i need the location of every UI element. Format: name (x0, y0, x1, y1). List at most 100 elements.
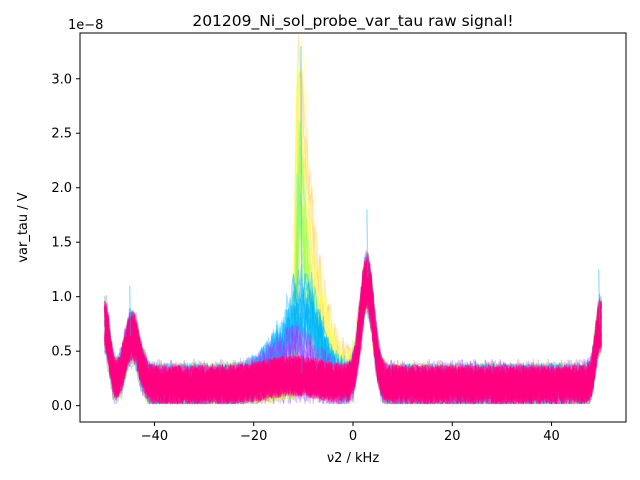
signal-trace (104, 252, 602, 405)
signal-trace (104, 253, 602, 405)
signal-trace (104, 253, 602, 405)
x-tick-label: −40 (141, 429, 168, 444)
signal-trace (104, 173, 602, 405)
signal-trace (104, 254, 602, 405)
plot-traces (104, 34, 602, 405)
signal-trace (104, 261, 602, 405)
signal-trace (104, 256, 602, 405)
signal-trace (104, 277, 602, 405)
signal-trace (104, 252, 602, 405)
signal-trace (104, 265, 602, 405)
signal-trace (104, 192, 602, 405)
signal-trace (104, 68, 602, 405)
signal-trace (104, 34, 602, 405)
signal-trace (104, 234, 602, 405)
signal-trace (104, 281, 602, 405)
signal-trace (104, 70, 602, 405)
x-tick-label: 40 (543, 429, 560, 444)
signal-trace (104, 276, 602, 405)
signal-trace (104, 267, 602, 405)
signal-spike (598, 269, 601, 326)
signal-trace (104, 256, 602, 405)
signal-trace (104, 260, 602, 405)
signal-trace (104, 255, 602, 405)
signal-trace (104, 71, 602, 405)
signal-trace (104, 45, 602, 405)
signal-trace (104, 257, 602, 405)
signal-trace (104, 263, 602, 405)
signal-trace (104, 78, 602, 405)
signal-spike (128, 285, 132, 336)
signal-trace (104, 258, 602, 405)
y-tick-label: 0.0 (51, 399, 72, 414)
signal-trace (104, 99, 602, 405)
signal-trace (104, 145, 602, 405)
y-tick-label: 1.0 (51, 290, 72, 305)
y-tick-label: 2.0 (51, 181, 72, 196)
x-axis: −40 −20 0 20 40 (141, 422, 560, 444)
signal-trace (104, 284, 602, 405)
signal-trace (104, 121, 602, 405)
signal-trace (104, 256, 602, 405)
y-tick-label: 2.5 (51, 127, 72, 142)
signal-trace (104, 258, 602, 405)
signal-trace (104, 263, 602, 405)
y-axis-title: var_tau / V (16, 192, 31, 262)
signal-trace (104, 176, 602, 405)
signal-trace (104, 261, 602, 405)
signal-trace (104, 200, 602, 405)
signal-trace (104, 265, 602, 405)
signal-trace (104, 261, 602, 405)
signal-trace (104, 166, 602, 405)
signal-trace (104, 262, 602, 405)
signal-trace (104, 159, 602, 405)
signal-trace (104, 268, 602, 405)
signal-trace (104, 254, 602, 405)
signal-trace (104, 282, 602, 405)
signal-trace (104, 262, 602, 405)
signal-trace (104, 278, 602, 405)
signal-trace (104, 257, 602, 405)
signal-trace (104, 255, 602, 405)
signal-trace (104, 261, 602, 405)
signal-trace (104, 261, 602, 405)
signal-trace (104, 129, 602, 405)
x-axis-title: ν2 / kHz (327, 451, 379, 466)
signal-trace (104, 269, 602, 405)
y-axis: 0.0 0.5 1.0 1.5 2.0 2.5 3.0 (51, 72, 80, 414)
x-tick-label: −20 (240, 429, 267, 444)
signal-trace (104, 273, 602, 405)
signal-trace (104, 288, 602, 405)
signal-spike (366, 209, 369, 279)
y-tick-label: 1.5 (51, 236, 72, 251)
signal-trace (104, 264, 602, 405)
signal-trace (104, 186, 602, 405)
signal-trace (104, 290, 602, 405)
chart-title: 201209_Ni_sol_probe_var_tau raw signal! (192, 12, 513, 31)
signal-trace (104, 264, 602, 405)
signal-trace (104, 272, 602, 405)
signal-trace (104, 262, 602, 405)
signal-trace (104, 260, 602, 405)
signal-trace (104, 275, 602, 405)
y-offset-label: 1e−8 (68, 18, 103, 33)
signal-trace (104, 272, 602, 405)
signal-trace (104, 269, 602, 405)
signal-trace (104, 255, 602, 405)
signal-trace (104, 254, 602, 405)
signal-trace (104, 68, 602, 405)
signal-trace (104, 254, 602, 405)
signal-trace (104, 267, 602, 405)
signal-trace (104, 267, 602, 405)
signal-trace (104, 71, 602, 405)
signal-trace (104, 264, 602, 405)
signal-trace (104, 260, 602, 405)
signal-trace (104, 260, 602, 405)
signal-trace (104, 150, 602, 405)
signal-trace (104, 120, 602, 405)
signal-trace (104, 262, 602, 405)
signal-trace (104, 257, 602, 405)
signal-trace (104, 128, 602, 405)
signal-trace (104, 259, 602, 405)
